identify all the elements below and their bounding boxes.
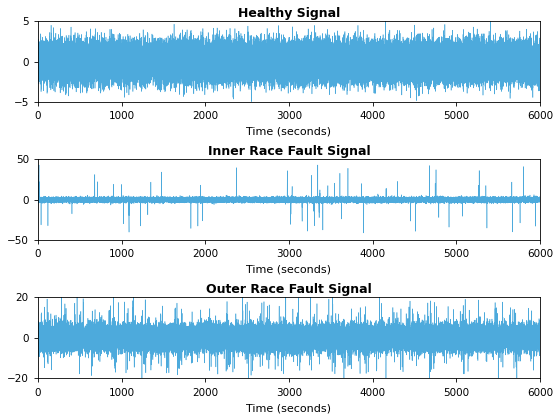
X-axis label: Time (seconds): Time (seconds) (246, 265, 332, 275)
X-axis label: Time (seconds): Time (seconds) (246, 403, 332, 413)
Title: Healthy Signal: Healthy Signal (238, 7, 340, 20)
Title: Inner Race Fault Signal: Inner Race Fault Signal (208, 145, 370, 158)
Title: Outer Race Fault Signal: Outer Race Fault Signal (206, 283, 372, 296)
X-axis label: Time (seconds): Time (seconds) (246, 127, 332, 137)
